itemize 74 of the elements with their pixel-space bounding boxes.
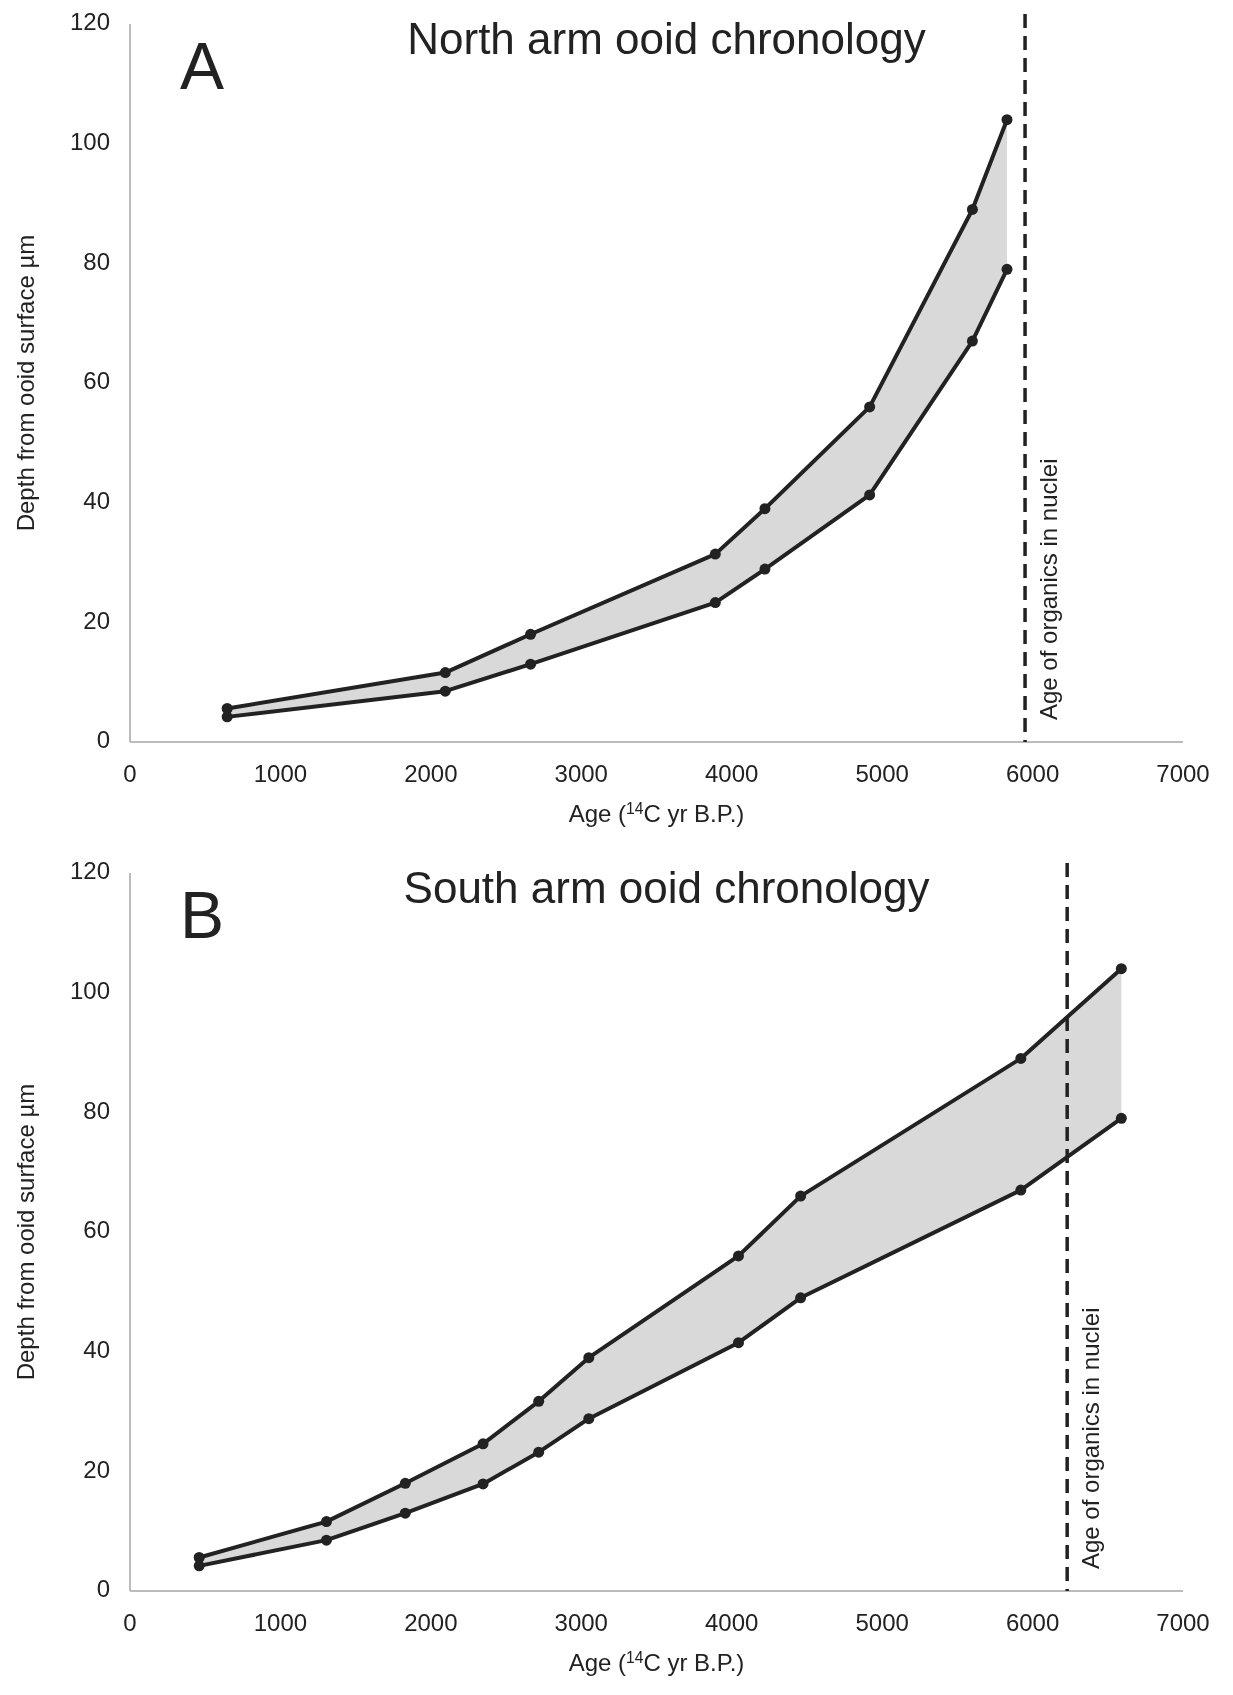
x-tick-label: 2000 — [404, 1609, 458, 1636]
x-tick-label: 4000 — [705, 1609, 759, 1636]
y-tick-label: 80 — [83, 247, 110, 275]
x-tick-label: 5000 — [855, 760, 909, 787]
point — [399, 1507, 411, 1519]
y-tick-label: 60 — [83, 1216, 110, 1244]
x-tick-label: 5000 — [855, 1609, 909, 1636]
x-tick-label: 0 — [123, 1609, 137, 1636]
x-tick-label: 6000 — [1005, 760, 1060, 787]
x-axis-title: Age ($^{14}$C yr B.P.) — [568, 1648, 745, 1676]
x-tick-label: 2000 — [404, 760, 458, 787]
chart-title: South arm ooid chronology — [403, 863, 930, 912]
point — [525, 658, 537, 670]
y-tick-label: 120 — [69, 8, 110, 36]
y-tick-label: 100 — [69, 977, 110, 1005]
point — [1015, 1184, 1027, 1196]
x-tick-label: 7000 — [1156, 1609, 1210, 1636]
point — [1001, 263, 1013, 275]
x-tick-label: 4000 — [705, 760, 759, 787]
y-tick-label: 20 — [83, 606, 110, 634]
point — [1115, 963, 1127, 975]
y-tick-label: 120 — [69, 857, 110, 885]
point — [795, 1190, 807, 1202]
x-tick-label: 1000 — [253, 1609, 308, 1636]
y-tick-label: 40 — [83, 487, 110, 515]
y-tick-label: 80 — [83, 1096, 110, 1124]
y-tick-label: 40 — [83, 1336, 110, 1364]
point — [759, 563, 771, 575]
ref-line-label: Age of organics in nuclei — [1035, 458, 1063, 720]
point — [221, 711, 233, 723]
point — [320, 1534, 332, 1546]
y-tick-label: 0 — [96, 726, 110, 754]
x-tick-label: 3000 — [554, 1609, 608, 1636]
point — [1015, 1052, 1027, 1064]
point — [320, 1516, 332, 1528]
y-axis-title: Depth from ooid surface µm — [12, 1083, 39, 1381]
x-tick-label: 6000 — [1005, 1609, 1060, 1636]
point — [477, 1438, 489, 1450]
point — [439, 685, 451, 697]
point — [966, 335, 978, 347]
point — [583, 1352, 595, 1364]
x-tick-label: 7000 — [1156, 760, 1210, 787]
point — [525, 628, 537, 640]
point — [709, 597, 721, 609]
ref-line-label: Age of organics in nuclei — [1077, 1307, 1105, 1569]
point — [864, 401, 876, 413]
annotation: B — [180, 878, 225, 952]
annotation: A — [180, 29, 225, 103]
point — [709, 548, 721, 560]
point — [732, 1250, 744, 1262]
point — [439, 667, 451, 679]
x-axis-title: Age ($^{14}$C yr B.P.) — [568, 799, 745, 827]
point — [477, 1478, 489, 1490]
point — [759, 503, 771, 515]
point — [193, 1560, 205, 1572]
point — [533, 1395, 545, 1407]
point — [583, 1413, 595, 1425]
point — [966, 203, 978, 215]
x-tick-label: 0 — [123, 760, 137, 787]
point — [1115, 1112, 1127, 1124]
y-tick-label: 0 — [96, 1575, 110, 1603]
point — [1001, 114, 1013, 126]
y-tick-label: 60 — [83, 367, 110, 395]
y-tick-label: 100 — [69, 128, 110, 156]
point — [795, 1292, 807, 1304]
x-tick-label: 3000 — [554, 760, 608, 787]
y-axis-title: Depth from ooid surface µm — [12, 234, 39, 532]
x-tick-label: 1000 — [253, 760, 308, 787]
point — [533, 1446, 545, 1458]
point — [864, 489, 876, 501]
chart-title: North arm ooid chronology — [407, 14, 926, 63]
point — [732, 1337, 744, 1349]
point — [399, 1477, 411, 1489]
y-tick-label: 20 — [83, 1455, 110, 1483]
